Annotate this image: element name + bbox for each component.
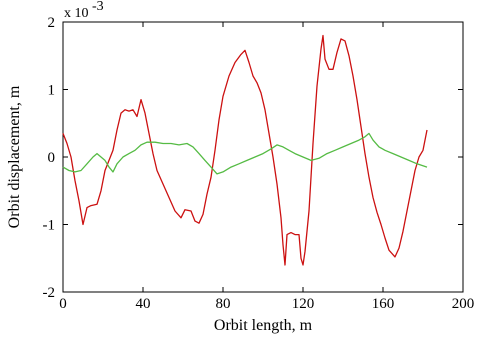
y-tick-label: -2 — [43, 285, 56, 301]
y-tick-label: 0 — [48, 150, 56, 166]
x-tick-label: 40 — [136, 296, 151, 312]
y-tick-label: -1 — [43, 218, 56, 234]
y-axis-label: Orbit displacement, m — [6, 85, 23, 228]
x-tick-label: 120 — [292, 296, 315, 312]
y-tick-label: 1 — [48, 83, 56, 99]
y-tick-label: 2 — [48, 15, 56, 31]
series-group — [62, 34, 428, 266]
y-multiplier-exponent: -3 — [92, 0, 104, 14]
series-line-1 — [62, 34, 428, 266]
x-tick-label: 0 — [59, 296, 67, 312]
x-tick-label: 200 — [452, 296, 475, 312]
x-tick-label: 80 — [216, 296, 231, 312]
x-tick-label: 160 — [372, 296, 395, 312]
ticks: 0 40 80 120 160 200 2 1 0 -1 -2 — [43, 15, 475, 312]
y-multiplier-base: x 10 — [64, 6, 89, 21]
x-axis-label: Orbit length, m — [214, 317, 313, 334]
series-line-2 — [62, 132, 428, 175]
